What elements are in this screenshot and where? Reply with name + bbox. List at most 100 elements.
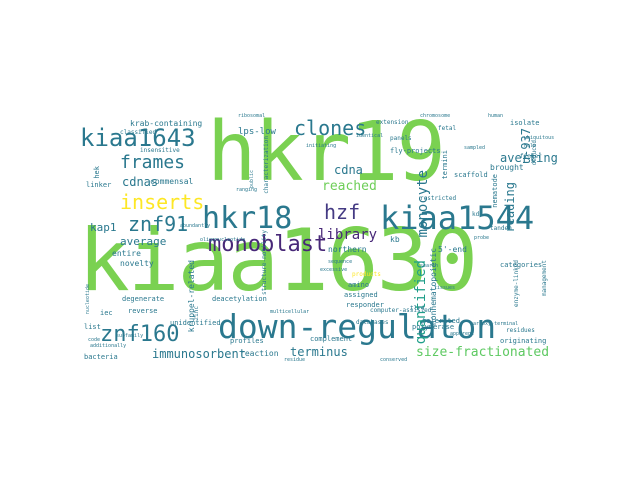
word: human [488, 113, 504, 119]
word: multicellular [270, 309, 310, 315]
word: apparent [450, 331, 475, 337]
word: computer-assisted [370, 307, 432, 314]
word: nucleotide [85, 284, 91, 315]
word: subfamily [116, 333, 144, 339]
word: chromosome [420, 113, 451, 119]
word: krab-containing [130, 119, 203, 128]
word: panels [390, 135, 412, 142]
word: residue [284, 357, 306, 363]
word: excessive [320, 267, 348, 273]
word: categories [500, 261, 543, 269]
word: reverse [128, 307, 158, 315]
word: entire [112, 249, 141, 258]
word: hkr18 [202, 201, 293, 236]
word: hek [93, 166, 101, 179]
word: down-regulaton [218, 307, 497, 346]
word: products [352, 271, 381, 278]
word: assigned [344, 291, 378, 299]
word: enzyme-linked [513, 260, 520, 307]
word: 5'-end [438, 245, 467, 254]
word: ranging [236, 187, 258, 193]
word: search [420, 263, 439, 269]
word: polymerase [412, 323, 455, 331]
word: size-fractionated [416, 345, 550, 360]
word: conserved [380, 357, 408, 363]
word: tandem [490, 225, 512, 232]
word: probe [474, 235, 490, 241]
word: immunosorbent [152, 347, 246, 361]
word: kiaa1630 [80, 211, 478, 311]
word: kiaa1643 [80, 124, 196, 152]
word: kiaa1544 [380, 199, 535, 237]
word: scaffold [454, 171, 488, 179]
word: zinc [193, 306, 200, 321]
word: averting [500, 151, 558, 165]
word: help [524, 143, 537, 149]
word: lps-low [238, 127, 276, 137]
word: carboxy-terminal [470, 321, 519, 327]
word: znf91 [128, 212, 189, 236]
word: average [120, 235, 167, 248]
word: hkr19 [207, 110, 446, 200]
word: ubiquitous [524, 135, 555, 141]
word: characterization [263, 136, 270, 194]
word: databases [356, 319, 389, 326]
word-cloud: kiaa1630 hkr19 down-regulaton kiaa1544 h… [80, 110, 560, 370]
word: extension [376, 119, 409, 126]
word: iec [100, 309, 113, 317]
word: profiles [230, 337, 264, 345]
word: monocyte [415, 170, 431, 238]
word: kap1 [90, 221, 117, 234]
word: complement [310, 335, 353, 343]
word: fetal [438, 125, 457, 132]
word: originating [500, 337, 547, 345]
word: identical [356, 133, 384, 139]
word: management [541, 260, 548, 297]
word: classified [120, 129, 157, 136]
word: znf160 [100, 322, 180, 347]
word: finger [520, 153, 542, 160]
word: clones [294, 116, 367, 140]
word: deacetylation [212, 295, 267, 303]
word: bacteria [84, 353, 118, 361]
word: residues [506, 327, 535, 334]
word: cdnas [122, 175, 159, 189]
word: hzf [324, 200, 361, 224]
word: degenerate [122, 295, 165, 303]
word: cdna [334, 163, 363, 177]
word: isolate [510, 119, 540, 127]
word: nematode [491, 174, 499, 208]
word: monoblast [208, 232, 328, 257]
word: terminus [290, 345, 348, 359]
word: restricted [420, 195, 457, 202]
word: inserts [120, 190, 205, 214]
word: commensal [150, 177, 194, 186]
word: frames [120, 152, 186, 173]
word: tissues [434, 285, 456, 291]
word: abundantly [180, 223, 211, 229]
word: library [318, 227, 378, 243]
word: brought [490, 163, 524, 172]
word: ribosomal [238, 113, 266, 119]
word: tlr4 [410, 305, 425, 312]
word: list [84, 323, 101, 331]
word: tolerated [422, 317, 460, 325]
word: sequence [328, 259, 353, 265]
word: public [249, 170, 255, 189]
word: linker [86, 181, 112, 189]
word: oligonucleotide [200, 237, 246, 243]
word: novelty [120, 259, 154, 268]
word: kda [472, 211, 483, 218]
word: reaction [240, 349, 279, 358]
word: insensitive [140, 147, 180, 154]
word: amino [348, 281, 370, 289]
word: northern [328, 245, 367, 254]
word: initiating [306, 143, 337, 149]
word: kb [390, 235, 400, 244]
word: sampled [464, 145, 486, 151]
word: responder [346, 301, 384, 309]
word: code [88, 337, 101, 343]
word: structure-motility [261, 230, 268, 296]
word: quantified [413, 260, 429, 345]
word: reached [322, 179, 377, 194]
